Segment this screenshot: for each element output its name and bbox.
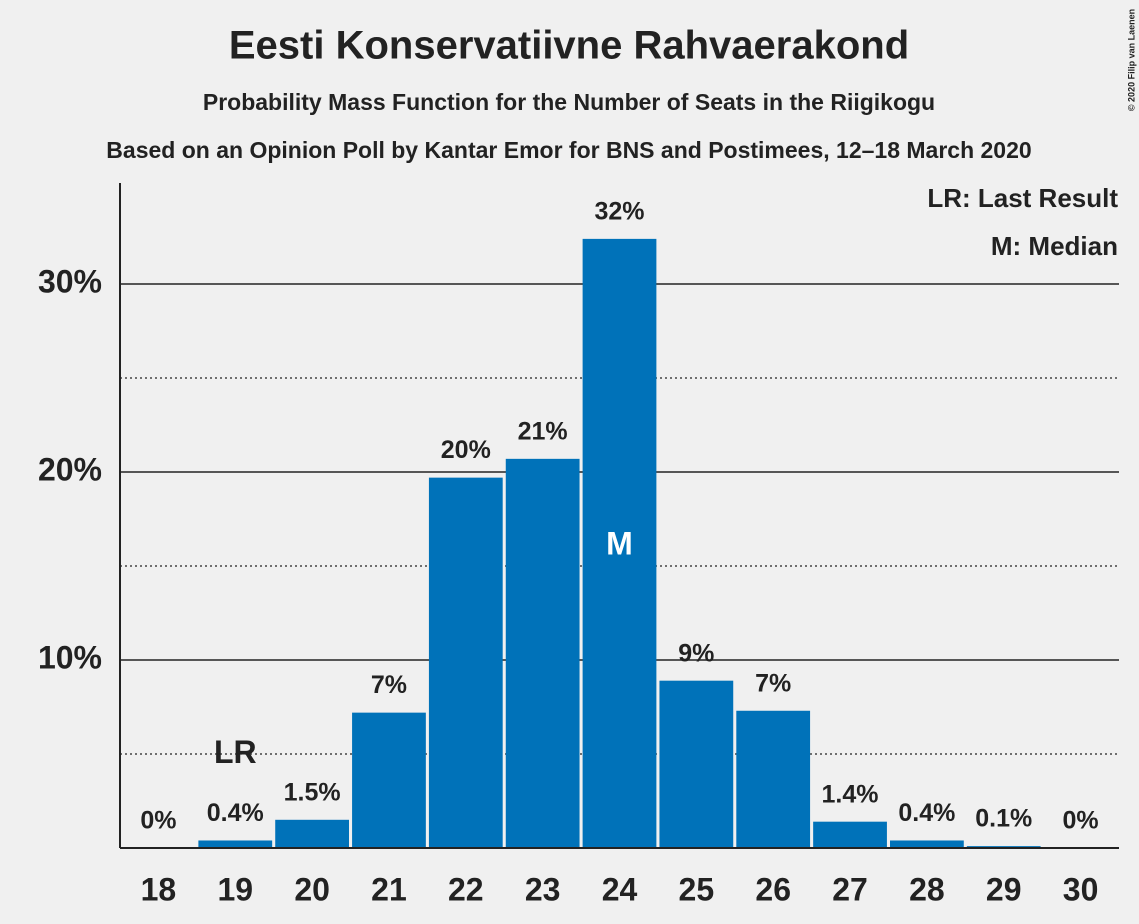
x-tick-label: 21 [371,871,407,907]
bar [582,238,657,848]
x-tick-label: 28 [909,871,945,907]
x-tick-label: 19 [217,871,253,907]
value-label: 9% [678,639,714,667]
chart-subtitle: Based on an Opinion Poll by Kantar Emor … [106,137,1031,163]
value-label: 0.4% [207,799,264,827]
chart-title: Eesti Konservatiivne Rahvaerakond [229,24,909,68]
x-tick-label: 20 [294,871,330,907]
bar [428,477,503,848]
bar [813,821,887,848]
y-tick-label: 20% [38,451,102,487]
annotation: LR [214,734,257,770]
bar [736,710,811,848]
value-label: 20% [441,436,491,464]
chart-subtitle: Probability Mass Function for the Number… [203,89,935,115]
bar [198,840,273,848]
x-tick-label: 26 [755,871,791,907]
x-tick-label: 18 [141,871,177,907]
x-tick-label: 30 [1063,871,1099,907]
x-tick-label: 22 [448,871,484,907]
annotation: M [606,525,633,561]
value-label: 7% [755,669,791,697]
bar [889,840,964,848]
x-tick-label: 23 [525,871,561,907]
bar [275,819,350,848]
value-label: 1.5% [284,778,341,806]
copyright: © 2020 Filip van Laenen [1126,9,1136,111]
value-label: 0.1% [975,805,1032,833]
x-tick-label: 29 [986,871,1022,907]
y-tick-label: 30% [38,263,102,299]
y-tick-label: 10% [38,639,102,675]
x-tick-label: 25 [679,871,715,907]
value-label: 7% [371,671,407,699]
bar [352,712,426,848]
legend-entry: M: Median [991,231,1118,261]
bar [505,458,580,848]
x-tick-label: 27 [832,871,868,907]
value-label: 1.4% [822,780,879,808]
value-label: 0.4% [898,799,955,827]
bar [659,680,734,848]
legend-entry: LR: Last Result [927,183,1118,213]
x-tick-label: 24 [602,871,638,907]
value-label: 0% [140,807,176,835]
value-label: 21% [518,417,568,445]
value-label: 32% [594,197,644,225]
value-label: 0% [1063,807,1099,835]
